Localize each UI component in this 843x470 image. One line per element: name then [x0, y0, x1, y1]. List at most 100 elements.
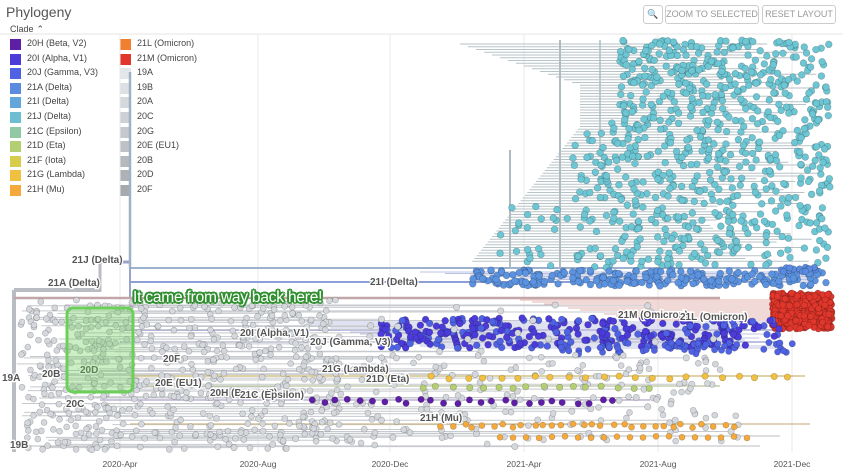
- tip[interactable]: [204, 358, 212, 365]
- tip[interactable]: [508, 204, 516, 212]
- tip[interactable]: [56, 427, 63, 435]
- tip[interactable]: [610, 214, 618, 222]
- tip[interactable]: [751, 277, 759, 286]
- tip[interactable]: [682, 354, 690, 362]
- tip[interactable]: [425, 328, 434, 336]
- tip[interactable]: [668, 235, 676, 243]
- tip[interactable]: [526, 354, 533, 362]
- tip[interactable]: [90, 347, 98, 354]
- tip[interactable]: [275, 343, 283, 351]
- tip[interactable]: [806, 293, 814, 301]
- tip[interactable]: [630, 185, 638, 193]
- tip[interactable]: [768, 182, 776, 190]
- tip[interactable]: [324, 425, 331, 433]
- tip[interactable]: [510, 399, 518, 407]
- tip[interactable]: [509, 424, 517, 431]
- tip[interactable]: [393, 354, 400, 362]
- tip[interactable]: [270, 306, 278, 313]
- tip[interactable]: [422, 393, 429, 400]
- tip[interactable]: [656, 116, 664, 124]
- tip[interactable]: [119, 420, 127, 428]
- tip[interactable]: [24, 427, 32, 434]
- tip[interactable]: [516, 396, 524, 403]
- tip[interactable]: [229, 391, 237, 399]
- tip[interactable]: [271, 422, 279, 430]
- tip[interactable]: [143, 378, 150, 385]
- tip[interactable]: [213, 399, 221, 407]
- tip[interactable]: [713, 48, 721, 56]
- tip[interactable]: [286, 420, 293, 427]
- tip[interactable]: [634, 224, 642, 233]
- tip[interactable]: [83, 325, 90, 332]
- tip[interactable]: [432, 322, 441, 330]
- tip[interactable]: [682, 89, 690, 97]
- tip[interactable]: [426, 340, 434, 348]
- tip[interactable]: [264, 445, 272, 452]
- tip[interactable]: [471, 370, 479, 378]
- tip[interactable]: [477, 399, 485, 407]
- tip[interactable]: [670, 423, 677, 431]
- tip[interactable]: [797, 133, 805, 142]
- tip[interactable]: [743, 72, 751, 80]
- tip[interactable]: [816, 164, 824, 172]
- tip[interactable]: [590, 394, 597, 401]
- tip[interactable]: [509, 384, 517, 392]
- tip[interactable]: [275, 331, 282, 339]
- tip[interactable]: [655, 50, 663, 58]
- tip[interactable]: [131, 395, 138, 403]
- tip[interactable]: [213, 415, 220, 422]
- tip[interactable]: [188, 381, 195, 389]
- tip[interactable]: [222, 391, 230, 398]
- tip[interactable]: [730, 423, 738, 431]
- tip[interactable]: [713, 118, 721, 126]
- tip[interactable]: [704, 434, 712, 441]
- tip[interactable]: [656, 282, 664, 290]
- tip[interactable]: [705, 145, 713, 153]
- tip[interactable]: [548, 397, 556, 405]
- tip[interactable]: [615, 281, 624, 290]
- tip[interactable]: [177, 317, 185, 324]
- tip[interactable]: [517, 421, 524, 429]
- tip[interactable]: [600, 373, 608, 381]
- tip[interactable]: [677, 182, 686, 191]
- tip[interactable]: [499, 420, 507, 428]
- tip[interactable]: [440, 362, 448, 370]
- tip[interactable]: [602, 211, 611, 220]
- tip[interactable]: [187, 423, 194, 430]
- tip[interactable]: [230, 444, 238, 452]
- tip[interactable]: [727, 175, 735, 183]
- tip[interactable]: [698, 147, 706, 155]
- tip[interactable]: [43, 406, 51, 414]
- tip[interactable]: [58, 318, 66, 326]
- tip[interactable]: [288, 303, 296, 311]
- tip[interactable]: [346, 436, 354, 443]
- tip[interactable]: [574, 317, 583, 325]
- tip[interactable]: [597, 161, 605, 169]
- tip[interactable]: [502, 408, 509, 416]
- tip[interactable]: [583, 130, 591, 138]
- tip[interactable]: [254, 312, 261, 320]
- tip[interactable]: [730, 433, 738, 440]
- tip[interactable]: [751, 56, 760, 64]
- tip[interactable]: [640, 115, 648, 123]
- tip[interactable]: [437, 329, 445, 337]
- tip[interactable]: [597, 382, 605, 390]
- tip[interactable]: [686, 267, 695, 275]
- tip[interactable]: [531, 340, 539, 349]
- tip[interactable]: [546, 373, 554, 381]
- tip[interactable]: [709, 423, 717, 430]
- tip[interactable]: [484, 340, 492, 349]
- tip[interactable]: [731, 69, 739, 78]
- tip[interactable]: [588, 420, 596, 428]
- tip[interactable]: [791, 193, 800, 202]
- tip[interactable]: [466, 384, 474, 392]
- tip[interactable]: [51, 304, 59, 312]
- tip[interactable]: [634, 330, 642, 338]
- tip[interactable]: [806, 219, 814, 227]
- tip[interactable]: [18, 318, 26, 326]
- tip[interactable]: [303, 323, 311, 331]
- tip[interactable]: [277, 400, 285, 408]
- tip[interactable]: [307, 408, 315, 416]
- tip[interactable]: [661, 225, 669, 233]
- tip[interactable]: [133, 427, 140, 434]
